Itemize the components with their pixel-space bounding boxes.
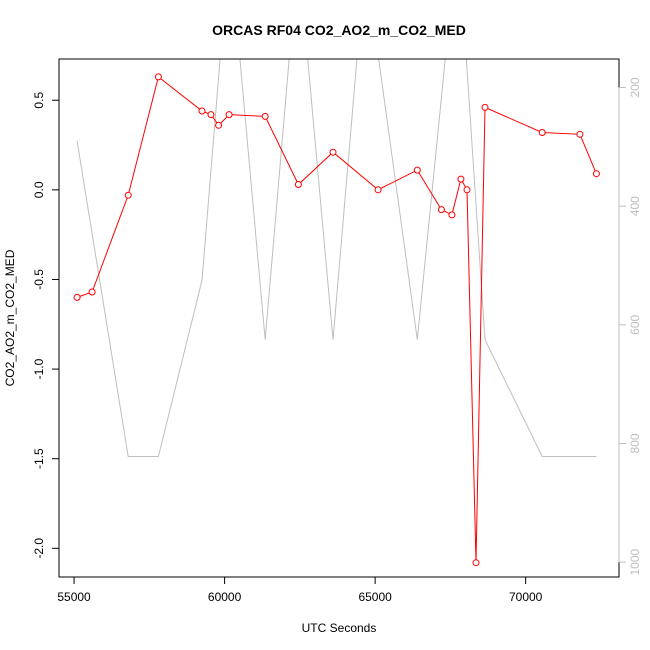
x-axis-label: UTC Seconds	[302, 621, 377, 635]
data-point	[576, 130, 584, 138]
data-point	[472, 559, 480, 567]
x-tick-label: 70000	[509, 590, 543, 604]
primary-series-line	[76, 76, 597, 563]
secondary-series-line	[76, 59, 597, 457]
data-point	[457, 175, 465, 183]
y2-tick-label: 600	[628, 314, 642, 334]
data-point	[481, 103, 489, 111]
data-point	[329, 148, 337, 156]
y2-tick-label: 400	[628, 196, 642, 216]
x-axis: 55000 60000 65000 70000	[57, 576, 543, 604]
data-point	[225, 111, 233, 119]
x-tick-label: 65000	[358, 590, 392, 604]
secondary-series-layer	[76, 59, 597, 457]
data-point	[413, 166, 421, 174]
data-point	[124, 191, 132, 199]
y-tick-label: 0.5	[32, 92, 46, 109]
y-tick-label: -2.0	[32, 538, 46, 559]
y2-tick-label: 800	[628, 433, 642, 453]
data-point	[592, 170, 600, 178]
primary-series-layer	[73, 73, 600, 567]
data-point	[261, 112, 269, 120]
y-tick-label: -1.5	[32, 448, 46, 469]
y-tick-label: -0.5	[32, 269, 46, 290]
data-point	[463, 186, 471, 194]
y-axis: 0.5 0.0 -0.5 -1.0 -1.5 -2.0	[32, 92, 60, 559]
chart-title: ORCAS RF04 CO2_AO2_m_CO2_MED	[212, 22, 466, 38]
data-point	[448, 211, 456, 219]
data-point	[294, 181, 302, 188]
data-point	[88, 288, 96, 296]
data-point	[207, 111, 215, 119]
y-tick-label: -1.0	[32, 358, 46, 379]
y2-tick-label: 1000	[628, 548, 642, 575]
x-tick-label: 60000	[208, 590, 242, 604]
data-point	[374, 186, 382, 194]
data-point	[154, 73, 162, 81]
x-tick-label: 55000	[57, 590, 91, 604]
y-axis-label: CO2_AO2_m_CO2_MED	[3, 249, 17, 386]
data-point	[198, 107, 206, 115]
y2-tick-label: 200	[628, 77, 642, 97]
data-point	[73, 293, 81, 301]
data-point	[215, 121, 223, 129]
data-point	[538, 129, 546, 136]
y-tick-label: 0.0	[32, 181, 46, 198]
y2-axis: 200 400 600 800 1000	[618, 77, 642, 576]
data-point	[437, 206, 445, 214]
